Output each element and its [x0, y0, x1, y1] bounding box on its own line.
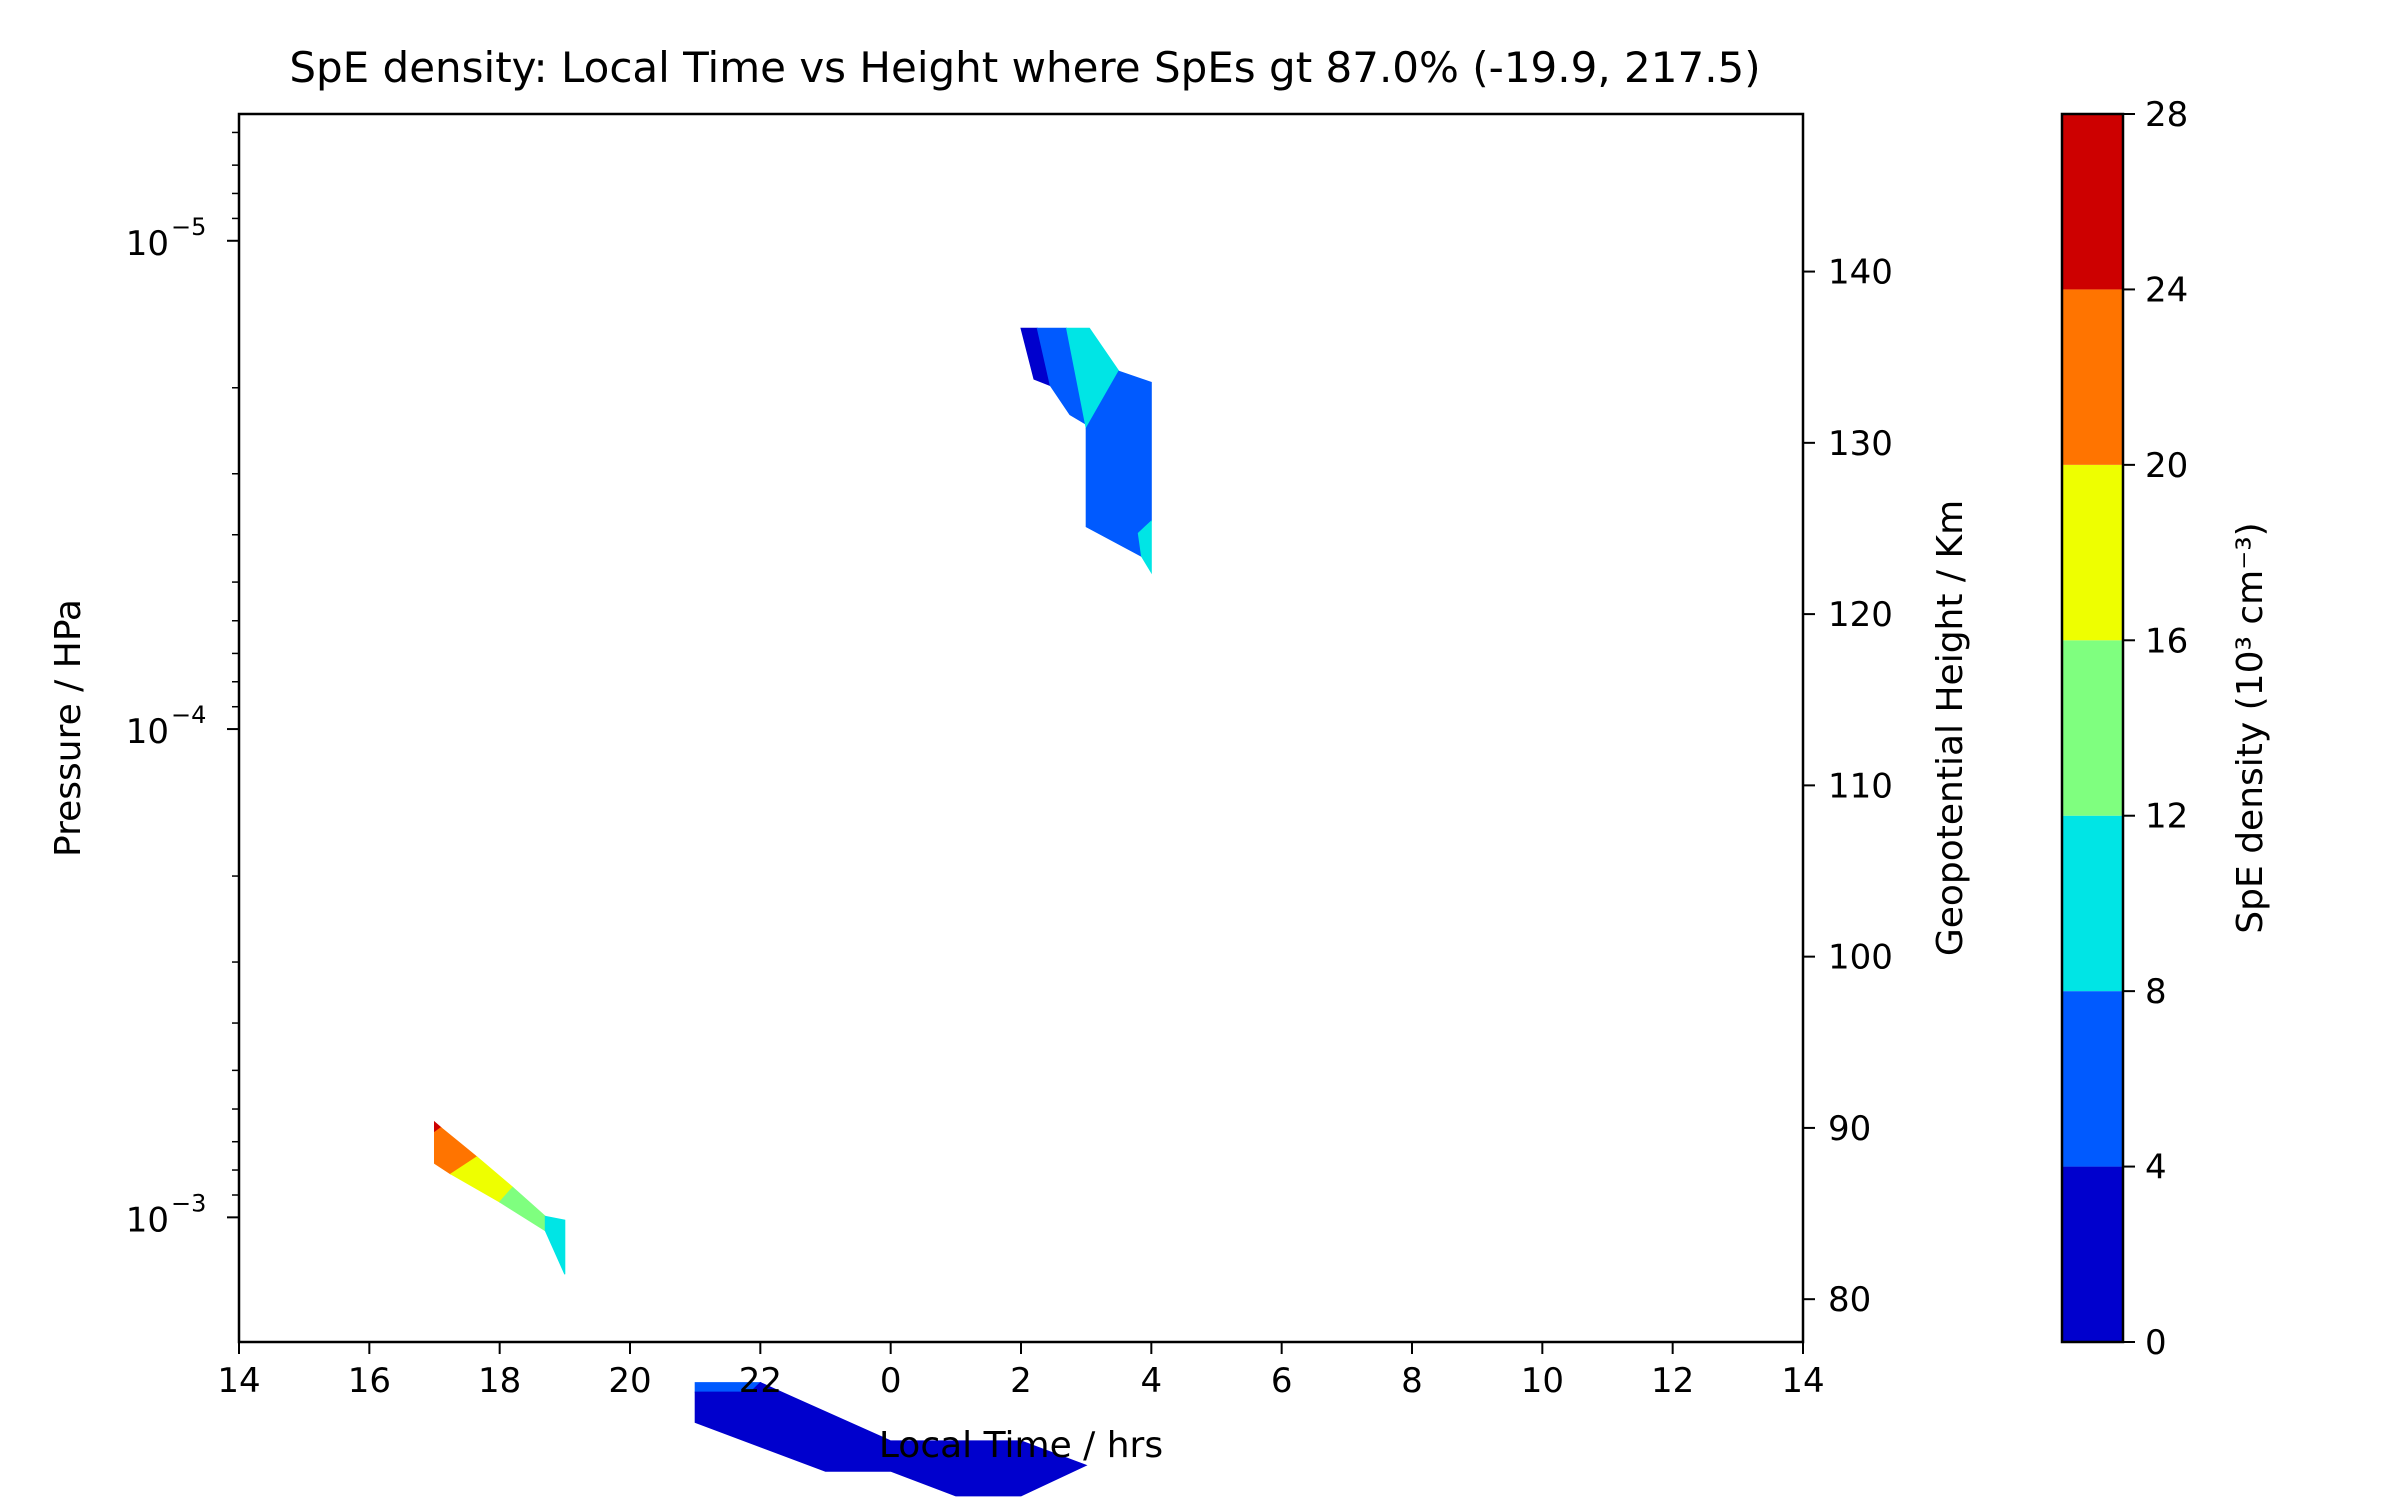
y-tick-label: 10 [126, 712, 169, 752]
y2-tick-label: 110 [1828, 766, 1893, 806]
contour-region [694, 1382, 1088, 1497]
x-tick-label: 6 [1271, 1361, 1293, 1401]
y-axis-label: Pressure / HPa [48, 599, 89, 857]
colorbar-tick-label: 20 [2145, 446, 2188, 486]
contour-region [1137, 519, 1152, 575]
x-tick-label: 22 [739, 1361, 782, 1401]
y2-axis-label: Geopotential Height / Km [1930, 500, 1971, 956]
x-axis: 14 16 18 20 22 0 2 4 6 8 10 12 14 [217, 1342, 1825, 1401]
colorbar-tick-label: 16 [2145, 621, 2188, 661]
colorbar-tick-label: 8 [2145, 972, 2167, 1012]
colorbar-band [2062, 991, 2123, 1167]
x-tick-label: 14 [1781, 1361, 1824, 1401]
y2-tick-label: 140 [1828, 253, 1893, 293]
y2-tick-label: 130 [1828, 424, 1893, 464]
colorbar-tick-label: 12 [2145, 797, 2188, 837]
y-tick-exponent: −5 [171, 213, 206, 241]
colorbar-tick-label: 4 [2145, 1148, 2167, 1188]
x-tick-label: 0 [880, 1361, 902, 1401]
colorbar-ticks: 0 4 8 12 16 20 24 28 [2123, 95, 2188, 1363]
y2-tick-label: 80 [1828, 1280, 1871, 1320]
y-axis-left: 10−510−410−3 [126, 131, 239, 1240]
colorbar-band [2062, 289, 2123, 465]
y-tick-exponent: −4 [171, 701, 206, 729]
colorbar-tick-label: 28 [2145, 95, 2188, 135]
colorbar-tick-label: 0 [2145, 1323, 2167, 1363]
x-tick-label: 2 [1010, 1361, 1032, 1401]
chart-title: SpE density: Local Time vs Height where … [289, 43, 1760, 92]
y-axis-right: 140 130 120 110 100 90 80 [1803, 253, 1893, 1320]
colorbar-frame [2060, 112, 2125, 1344]
x-tick-label: 14 [217, 1361, 260, 1401]
colorbar-band [2062, 114, 2123, 290]
colorbar-band [2062, 1166, 2123, 1342]
x-tick-label: 20 [608, 1361, 651, 1401]
contour-region [498, 1186, 546, 1232]
colorbar [2062, 114, 2123, 1342]
x-tick-label: 16 [348, 1361, 391, 1401]
y-tick-label: 10 [126, 1200, 169, 1240]
x-tick-label: 4 [1141, 1361, 1163, 1401]
contour-region [544, 1215, 566, 1275]
colorbar-band [2062, 464, 2123, 641]
y2-tick-label: 100 [1828, 938, 1893, 978]
x-tick-label: 8 [1401, 1361, 1423, 1401]
x-tick-label: 10 [1521, 1361, 1564, 1401]
contour-regions [434, 327, 1152, 1497]
colorbar-band [2062, 640, 2123, 816]
x-axis-label: Local Time / hrs [879, 1425, 1163, 1466]
colorbar-band [2062, 815, 2123, 992]
y2-tick-label: 90 [1828, 1109, 1871, 1149]
y-tick-label: 10 [126, 224, 169, 264]
x-tick-label: 12 [1651, 1361, 1694, 1401]
colorbar-label: SpE density (10³ cm⁻³) [2230, 522, 2271, 933]
y2-tick-label: 120 [1828, 595, 1893, 635]
x-tick-label: 18 [478, 1361, 521, 1401]
colorbar-tick-label: 24 [2145, 270, 2188, 310]
y-tick-exponent: −3 [171, 1189, 206, 1217]
